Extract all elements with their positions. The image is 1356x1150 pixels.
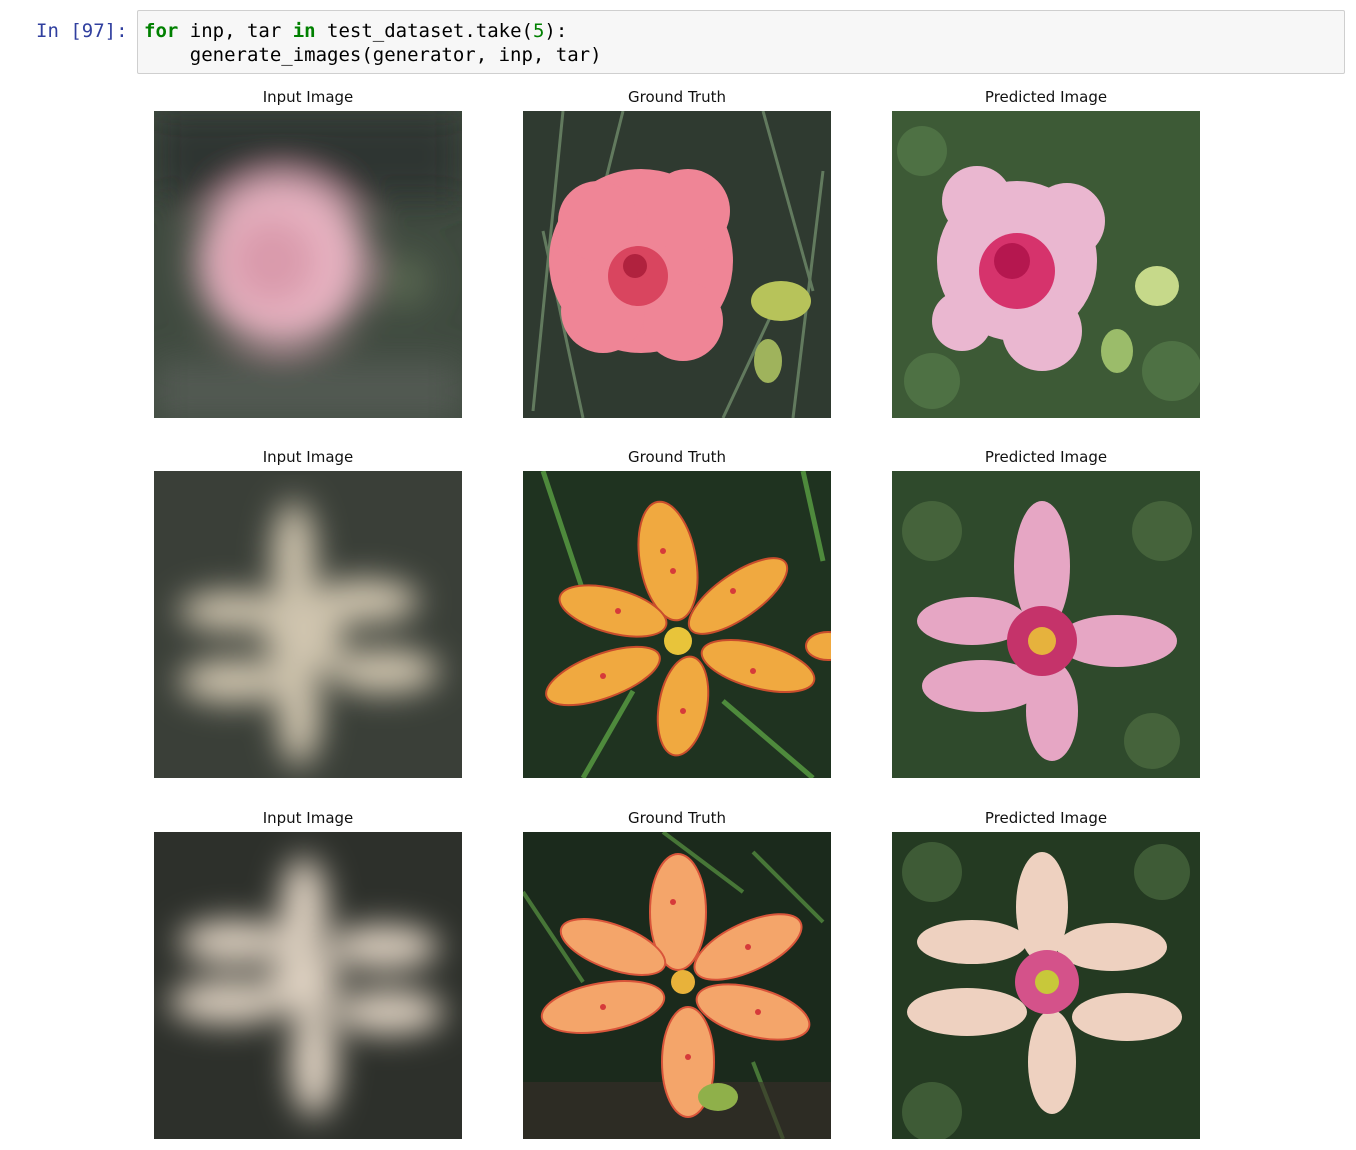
subplot-title: Predicted Image bbox=[984, 88, 1108, 106]
ground-truth-image bbox=[523, 832, 831, 1139]
subplot-title: Input Image bbox=[262, 88, 354, 106]
subplot-title: Input Image bbox=[262, 809, 354, 827]
subplot-title: Input Image bbox=[262, 448, 354, 466]
cell-prompt: In [97]: bbox=[36, 20, 128, 42]
code-line-2: generate_images(generator, inp, tar) bbox=[144, 44, 602, 66]
predicted-image bbox=[892, 111, 1200, 418]
code-text: ): bbox=[544, 20, 568, 42]
predicted-image bbox=[892, 832, 1200, 1139]
subplot-title: Predicted Image bbox=[984, 809, 1108, 827]
predicted-image bbox=[892, 471, 1200, 778]
subplot-title: Ground Truth bbox=[628, 88, 726, 106]
ground-truth-image bbox=[523, 111, 831, 418]
code-editor[interactable]: for inp, tar in test_dataset.take(5): ge… bbox=[144, 19, 602, 67]
code-keyword-in: in bbox=[292, 20, 316, 42]
code-input-area[interactable]: for inp, tar in test_dataset.take(5): ge… bbox=[137, 10, 1345, 74]
input-image bbox=[154, 471, 462, 778]
code-text: test_dataset.take( bbox=[315, 20, 533, 42]
subplot-title: Ground Truth bbox=[628, 809, 726, 827]
code-number: 5 bbox=[532, 20, 545, 42]
code-text: inp, tar bbox=[178, 20, 293, 42]
subplot-title: Predicted Image bbox=[984, 448, 1108, 466]
cell-output: Input Image Ground Truth Predicted Image bbox=[137, 80, 1347, 1145]
input-image bbox=[154, 832, 462, 1139]
input-image bbox=[154, 111, 462, 418]
subplot-title: Ground Truth bbox=[628, 448, 726, 466]
code-keyword-for: for bbox=[144, 20, 179, 42]
ground-truth-image bbox=[523, 471, 831, 778]
